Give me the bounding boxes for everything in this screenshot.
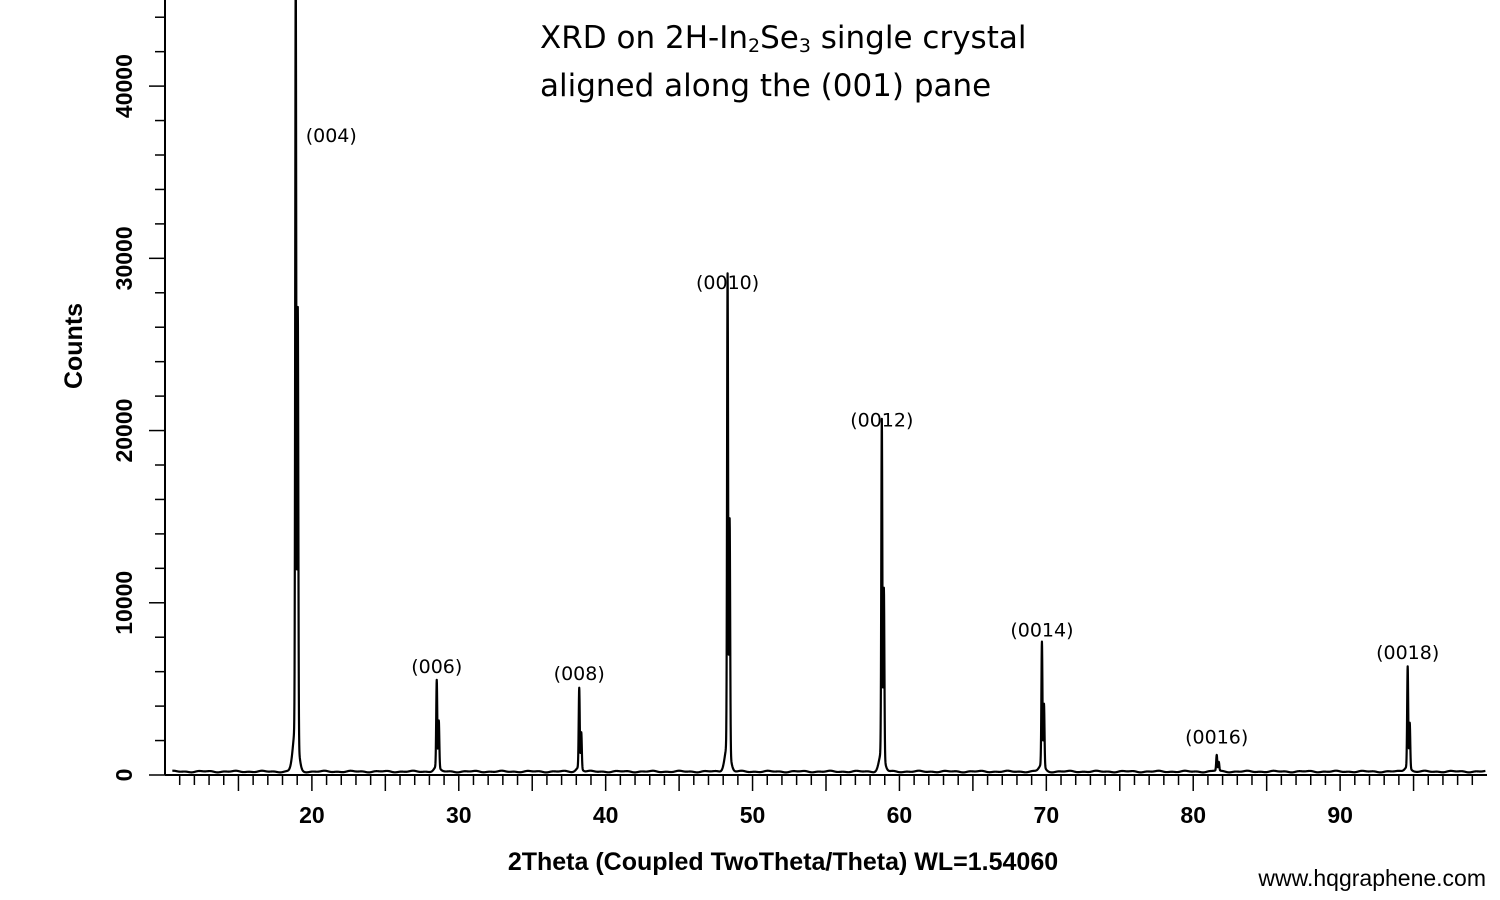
y-axis-ticks: 0 10000 20000 30000 40000	[111, 16, 165, 782]
peak-label: (0012)	[850, 410, 913, 432]
x-tick-label: 80	[1180, 802, 1206, 828]
x-tick-label: 90	[1327, 802, 1353, 828]
y-tick-label: 20000	[111, 399, 137, 463]
chart-subtitle: aligned along the (001) pane	[540, 68, 992, 104]
x-tick-label: 20	[299, 802, 325, 828]
peak-labels: (004) (006) (008) (0010) (0012) (0014) (0016) (…	[306, 125, 1440, 749]
y-tick-label: 0	[111, 769, 137, 782]
x-tick-label: 60	[887, 802, 913, 828]
y-axis-label: Counts	[60, 303, 88, 389]
x-tick-label: 40	[593, 802, 619, 828]
x-tick-label: 50	[740, 802, 766, 828]
peak-label: (006)	[411, 656, 462, 678]
watermark: www.hqgraphene.com	[1258, 865, 1486, 891]
peak-label: (0016)	[1185, 727, 1248, 749]
x-tick-label: 30	[446, 802, 472, 828]
xrd-trace	[171, 0, 1487, 774]
peak-label: (008)	[554, 663, 605, 685]
y-tick-label: 30000	[111, 226, 137, 290]
y-tick-label: 40000	[111, 54, 137, 118]
peak-label: (0014)	[1010, 620, 1073, 642]
peak-label: (0018)	[1376, 642, 1439, 664]
axes	[164, 0, 1487, 776]
x-axis-label: 2Theta (Coupled TwoTheta/Theta) WL=1.540…	[508, 848, 1058, 876]
x-axis-ticks: 20 30 40 50 60 70 80 90	[178, 775, 1474, 828]
y-tick-label: 10000	[111, 571, 137, 635]
peak-label: (0010)	[696, 272, 759, 294]
peak-label: (004)	[306, 125, 357, 147]
chart-title: XRD on 2H-In2Se3 single crystal	[540, 20, 1027, 57]
x-tick-label: 70	[1034, 802, 1060, 828]
